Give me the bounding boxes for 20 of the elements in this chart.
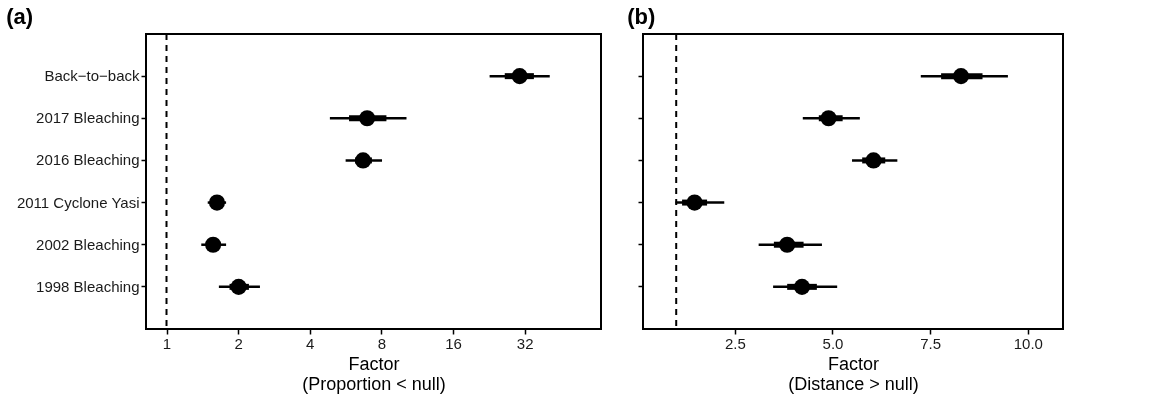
- x-tick-label: 32: [516, 334, 534, 352]
- y-tick-label: Back−to−back: [44, 67, 140, 85]
- y-tick-label: 2016 Bleaching: [36, 151, 140, 169]
- x-tick-label: 2.5: [724, 334, 746, 352]
- x-tick-label: 4: [306, 334, 315, 352]
- chart-title: (b): [627, 4, 656, 29]
- x-tick-label: 1: [162, 334, 172, 352]
- x-axis-title: Factor (Distance > null): [788, 353, 919, 394]
- y-tick-label: 2002 Bleaching: [36, 235, 140, 253]
- x-tick-label: 7.5: [920, 334, 942, 352]
- x-tick-label: 16: [445, 334, 462, 352]
- y-tick-label: 1998 Bleaching: [36, 277, 140, 295]
- x-tick-label: 5.0: [822, 334, 844, 352]
- x-axis-title: Factor (Proportion < null): [302, 353, 446, 394]
- x-tick-label: 8: [377, 334, 387, 352]
- x-tick-label: 2: [234, 334, 243, 352]
- chart-title: (a): [6, 4, 34, 29]
- y-tick-label: 2011 Cyclone Yasi: [16, 193, 140, 211]
- y-tick-label: 2017 Bleaching: [36, 109, 140, 127]
- x-tick-label: 10.0: [1013, 334, 1043, 352]
